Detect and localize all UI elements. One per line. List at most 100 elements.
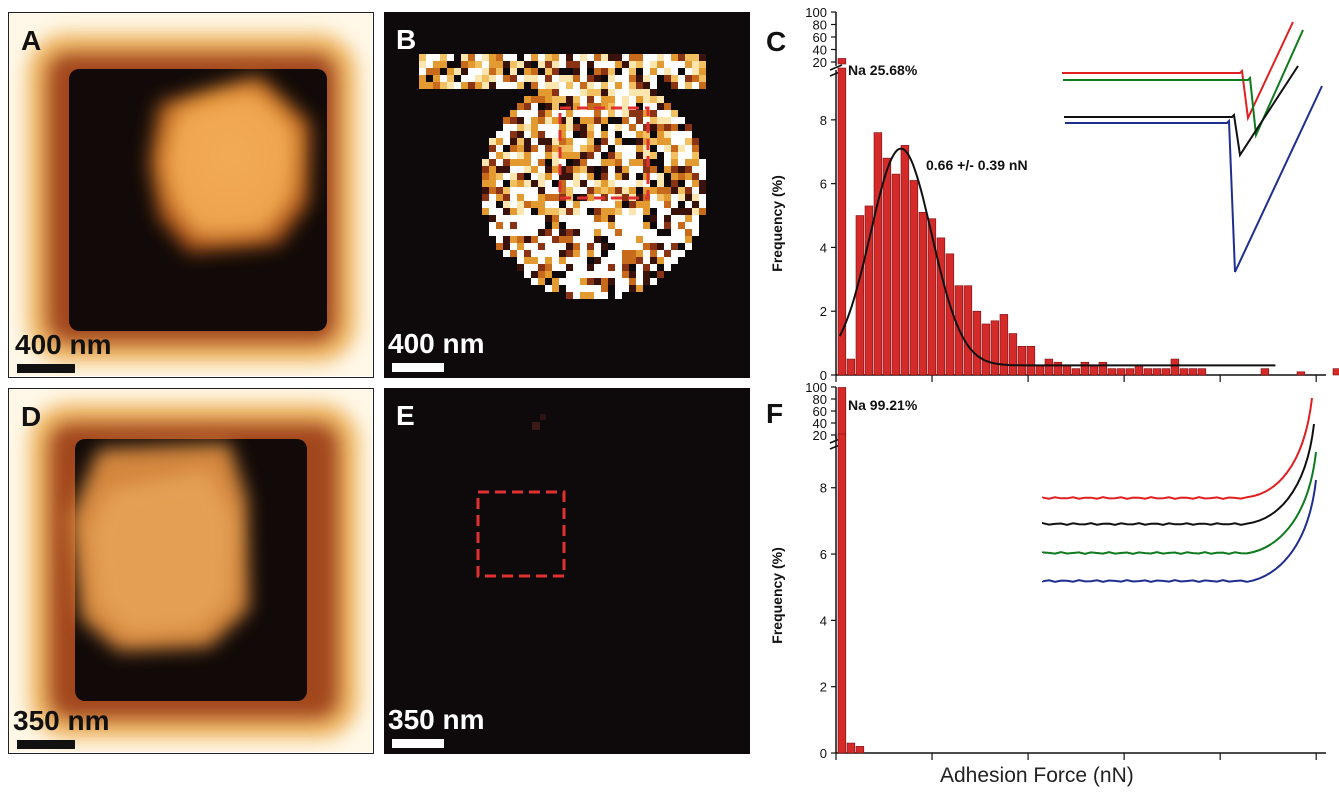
map-pixel — [454, 54, 461, 61]
map-pixel — [524, 117, 531, 124]
map-pixel — [545, 138, 552, 145]
gaussian-fit-curve — [838, 147, 1276, 367]
map-pixel — [559, 271, 566, 278]
map-pixel — [559, 243, 566, 250]
map-pixel — [545, 96, 552, 103]
map-pixel — [587, 250, 594, 257]
map-pixel — [559, 229, 566, 236]
map-pixel — [531, 229, 538, 236]
bar — [963, 285, 973, 376]
map-pixel — [664, 194, 671, 201]
map-pixel — [531, 103, 538, 110]
map-pixel — [594, 131, 601, 138]
map-pixel — [426, 54, 433, 61]
map-pixel — [594, 152, 601, 159]
map-pixel — [622, 68, 629, 75]
map-pixel — [608, 208, 615, 215]
map-pixel — [524, 271, 531, 278]
y-tick-label: 40 — [813, 416, 827, 431]
map-pixel — [671, 173, 678, 180]
map-pixel — [566, 229, 573, 236]
map-pixel — [615, 201, 622, 208]
map-pixel — [678, 208, 685, 215]
map-pixel — [503, 194, 510, 201]
map-pixel — [671, 68, 678, 75]
map-pixel — [594, 180, 601, 187]
map-pixel — [636, 208, 643, 215]
map-pixel — [622, 145, 629, 152]
map-pixel — [482, 208, 489, 215]
map-pixel — [545, 264, 552, 271]
map-pixel — [664, 173, 671, 180]
map-pixel — [601, 152, 608, 159]
map-pixel — [510, 194, 517, 201]
scale-bar-b — [392, 363, 444, 372]
map-pixel — [503, 208, 510, 215]
bar — [981, 323, 991, 376]
map-pixel — [573, 124, 580, 131]
map-pixel — [566, 264, 573, 271]
map-pixel — [692, 194, 699, 201]
map-pixel — [678, 243, 685, 250]
map-pixel — [636, 278, 643, 285]
map-pixel — [517, 131, 524, 138]
y-tick-label: 80 — [813, 392, 827, 407]
map-pixel — [475, 75, 482, 82]
map-pixel — [566, 152, 573, 159]
bar — [846, 742, 856, 754]
map-pixel — [538, 117, 545, 124]
map-pixel — [685, 68, 692, 75]
map-pixel — [552, 264, 559, 271]
inset-curve-red — [1042, 397, 1313, 500]
bar — [1098, 361, 1108, 376]
map-pixel — [531, 194, 538, 201]
map-pixel — [636, 222, 643, 229]
map-pixel — [615, 264, 622, 271]
map-pixel — [657, 82, 664, 89]
map-pixel — [650, 124, 657, 131]
map-pixel — [566, 89, 573, 96]
map-pixel — [622, 278, 629, 285]
map-pixel — [664, 145, 671, 152]
map-pixel — [643, 229, 650, 236]
map-pixel — [524, 138, 531, 145]
map-pixel — [650, 138, 657, 145]
map-pixel — [650, 243, 657, 250]
map-pixel — [657, 54, 664, 61]
topography-image-d — [9, 389, 372, 752]
map-pixel — [636, 264, 643, 271]
map-pixel — [447, 82, 454, 89]
bar — [918, 212, 928, 376]
map-pixel — [531, 117, 538, 124]
map-pixel — [650, 166, 657, 173]
map-pixel — [580, 250, 587, 257]
map-pixel — [601, 278, 608, 285]
map-pixel — [559, 285, 566, 292]
map-pixel — [601, 54, 608, 61]
map-pixel — [699, 159, 706, 166]
map-pixel — [685, 222, 692, 229]
bar — [1071, 368, 1081, 376]
bar — [837, 67, 847, 376]
map-pixel — [419, 54, 426, 61]
map-pixel — [587, 54, 594, 61]
map-pixel — [489, 138, 496, 145]
map-pixel — [503, 180, 510, 187]
map-pixel — [538, 222, 545, 229]
map-pixel — [608, 89, 615, 96]
map-pixel — [559, 152, 566, 159]
map-pixel — [601, 117, 608, 124]
map-pixel — [657, 96, 664, 103]
map-pixel — [524, 243, 531, 250]
map-pixel — [440, 61, 447, 68]
panel-letter-c: C — [766, 26, 787, 57]
map-pixel — [573, 96, 580, 103]
map-pixel — [657, 124, 664, 131]
map-pixel — [524, 222, 531, 229]
map-pixel — [552, 194, 559, 201]
bar — [864, 205, 874, 376]
map-pixel — [615, 61, 622, 68]
map-pixel — [685, 180, 692, 187]
map-pixel — [496, 201, 503, 208]
map-pixel — [587, 131, 594, 138]
